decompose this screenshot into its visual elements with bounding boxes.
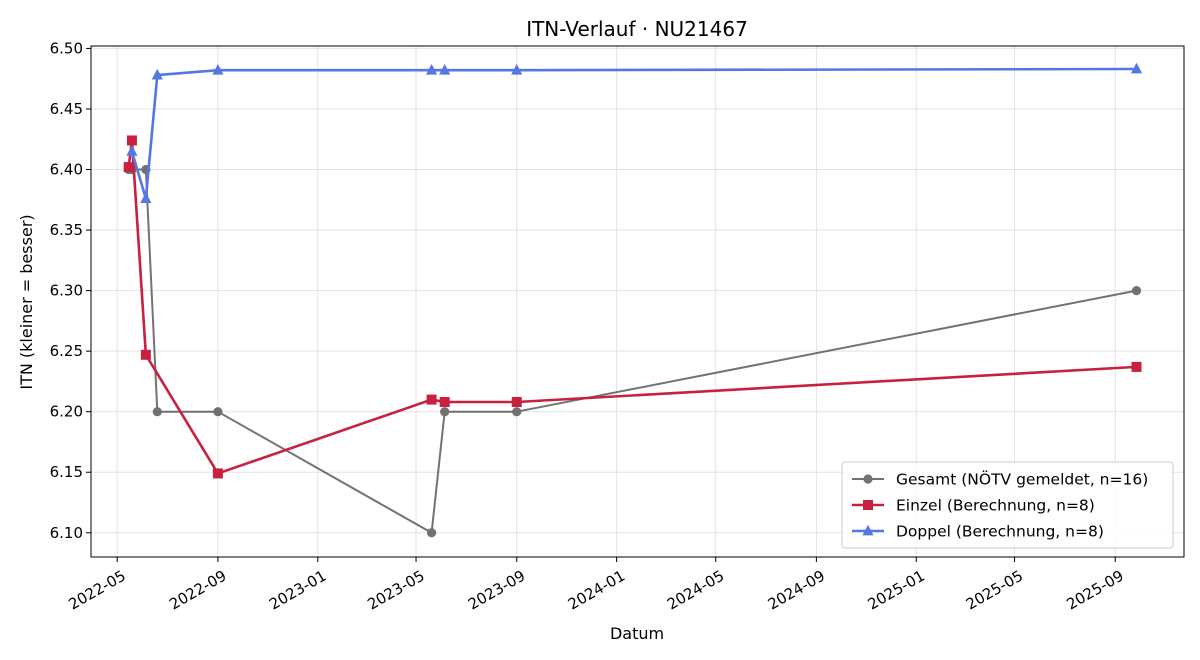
- series-3: [126, 62, 1143, 203]
- data-point: [126, 145, 138, 156]
- data-point: [512, 407, 522, 417]
- legend-label: Einzel (Berechnung, n=8): [896, 497, 1095, 515]
- data-point: [440, 407, 450, 417]
- data-point: [426, 528, 437, 538]
- data-point: [126, 135, 137, 146]
- legend-swatch-marker: [863, 500, 873, 510]
- legend-items: Gesamt (NÖTV gemeldet, n=16) Einzel (Bere…: [852, 470, 1148, 541]
- legend-swatch-marker: [863, 474, 873, 484]
- legend: Gesamt (NÖTV gemeldet, n=16) Einzel (Bere…: [841, 461, 1174, 549]
- y-tick-label: 6.15: [50, 463, 83, 481]
- x-tick-label: 2024-05: [664, 567, 727, 614]
- y-tick-label: 6.50: [50, 39, 83, 57]
- y-tick-label: 6.25: [50, 342, 83, 360]
- data-point: [140, 349, 151, 360]
- y-tick-label: 6.35: [50, 221, 83, 239]
- legend-item: [852, 474, 884, 484]
- data-point: [212, 64, 224, 75]
- y-tick-label: 6.10: [50, 524, 83, 542]
- x-tick-label: 2023-01: [266, 567, 329, 614]
- y-tick-label: 6.20: [50, 403, 83, 421]
- legend-label: Gesamt (NÖTV gemeldet, n=16): [896, 470, 1148, 489]
- data-point: [1130, 62, 1143, 74]
- x-tick-label: 2023-09: [465, 567, 528, 614]
- legend-item: [852, 524, 884, 536]
- x-tick-label: 2024-01: [565, 567, 628, 614]
- x-tick-label: 2023-05: [364, 567, 427, 614]
- y-tick-label: 6.40: [50, 161, 83, 179]
- data-point: [426, 394, 437, 405]
- data-point: [213, 407, 223, 417]
- data-point: [425, 64, 438, 75]
- data-point: [1131, 286, 1142, 296]
- y-tick-label: 6.30: [50, 282, 83, 300]
- chart-title: ITN-Verlauf · NU21467: [526, 17, 748, 41]
- data-point: [439, 397, 450, 408]
- x-tick-label: 2022-05: [66, 567, 129, 614]
- legend-swatch-marker: [862, 524, 874, 536]
- legend-item: [852, 500, 884, 510]
- data-point: [212, 468, 223, 479]
- data-point: [439, 64, 451, 75]
- data-point: [152, 407, 162, 417]
- data-point: [123, 162, 134, 173]
- x-tick-label: 2024-09: [765, 567, 828, 614]
- y-axis-title: ITN (kleiner = besser): [17, 214, 36, 389]
- data-point: [1131, 361, 1142, 372]
- x-tick-label: 2025-05: [963, 567, 1026, 614]
- series-line: [130, 67, 1137, 200]
- legend-label: Doppel (Berechnung, n=8): [896, 523, 1104, 541]
- plot-frame: [90, 45, 1185, 558]
- y-tick-label: 6.45: [50, 100, 83, 118]
- x-axis-title: Datum: [610, 624, 664, 643]
- data-point: [151, 68, 163, 80]
- data-point: [511, 397, 522, 408]
- x-tick-label: 2025-01: [865, 567, 928, 614]
- grid-layer: [91, 46, 1184, 557]
- legend-box: [841, 461, 1174, 549]
- x-tick-label: 2022-09: [166, 567, 229, 614]
- x-tick-label: 2025-09: [1064, 567, 1127, 614]
- series-layer: [123, 62, 1143, 538]
- data-point: [511, 64, 523, 75]
- series-2: [123, 135, 1142, 479]
- data-point: [140, 192, 152, 203]
- series-line: [127, 139, 1137, 475]
